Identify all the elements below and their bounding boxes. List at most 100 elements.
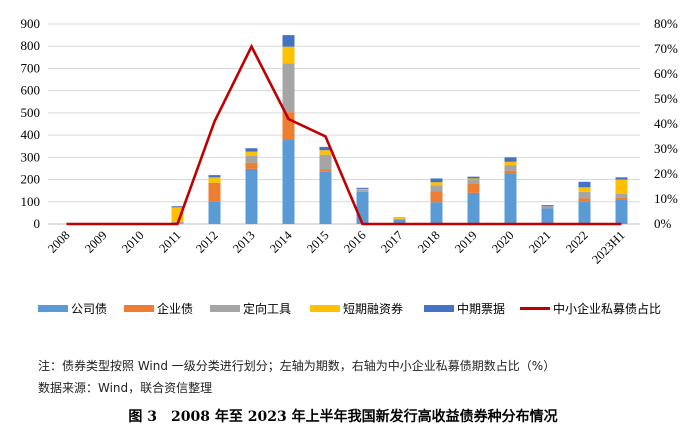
bar-segment <box>615 194 628 198</box>
right-tick-label: 20% <box>654 166 678 181</box>
left-tick-label: 800 <box>21 38 41 53</box>
line-series-path <box>66 43 622 226</box>
bar-segment <box>245 162 258 169</box>
bar-segment <box>467 178 480 180</box>
x-tick-label: 2018 <box>415 228 443 256</box>
bar-segment <box>393 220 406 224</box>
right-tick-label: 30% <box>654 141 678 156</box>
bar-segment <box>319 169 332 172</box>
bar-segment <box>578 198 591 202</box>
right-tick-label: 80% <box>654 16 678 31</box>
figure-caption: 图 3 2008 年至 2023 年上半年我国新发行高收益债券种分布情况 <box>0 406 700 426</box>
bar-segment <box>615 179 628 194</box>
bar-segment <box>467 176 480 179</box>
bar-segment <box>578 191 591 199</box>
gridlines <box>48 23 640 225</box>
legend-swatch <box>210 305 240 312</box>
bar-segment <box>393 218 406 220</box>
right-axis: 0% 10% 20% 30% 40% 50% 60% 70% 80% <box>654 16 678 231</box>
x-tick-label: 2009 <box>82 228 110 256</box>
bar-segment <box>430 202 443 224</box>
legend-swatch <box>424 305 454 312</box>
bond-issuance-chart: 0 100 200 300 400 500 600 700 800 900 0% 10% 20% 30%… <box>21 16 679 316</box>
bar-segment <box>319 154 332 170</box>
legend-label: 公司债 <box>71 302 107 316</box>
bar-segment <box>282 63 295 113</box>
bar-segment <box>171 206 184 208</box>
x-tick-label: 2023H1 <box>589 228 627 266</box>
right-tick-label: 40% <box>654 116 678 131</box>
bar-segment <box>467 192 480 224</box>
x-tick-label: 2017 <box>378 228 406 256</box>
legend-label: 中小企业私募债占比 <box>553 301 661 316</box>
bar-segment <box>282 46 295 64</box>
bar-segment <box>467 179 480 184</box>
line-series <box>66 43 622 226</box>
x-tick-label: 2008 <box>45 228 73 256</box>
bar-segment <box>430 185 443 192</box>
left-tick-label: 300 <box>21 149 41 164</box>
bar-segment <box>504 170 517 174</box>
x-tick-label: 2022 <box>563 228 591 256</box>
bar-segment <box>319 150 332 155</box>
bar-segment <box>245 156 258 163</box>
x-tick-label: 2020 <box>489 228 517 256</box>
x-tick-label: 2021 <box>526 228 554 256</box>
right-tick-label: 0% <box>654 216 672 231</box>
bar-segment <box>578 187 591 192</box>
legend-label: 定向工具 <box>243 301 291 316</box>
left-tick-label: 400 <box>21 127 41 142</box>
right-tick-label: 70% <box>654 41 678 56</box>
bar-segment <box>356 187 369 189</box>
legend-swatch <box>124 305 154 312</box>
legend-swatch <box>38 305 68 312</box>
bar-segment <box>393 217 406 219</box>
bar-segment <box>245 148 258 152</box>
bar-segment <box>467 184 480 193</box>
bar-segment <box>208 201 221 224</box>
bar-segment <box>245 151 258 156</box>
x-tick-label: 2015 <box>304 228 332 256</box>
bar-segment <box>430 191 443 203</box>
bar-segment <box>208 175 221 178</box>
x-tick-label: 2014 <box>267 228 295 256</box>
legend-label: 中期票据 <box>457 301 505 316</box>
left-tick-label: 500 <box>21 105 41 120</box>
left-tick-label: 200 <box>21 172 41 187</box>
x-tick-label: 2011 <box>156 228 183 255</box>
bar-series <box>171 35 628 224</box>
bar-segment <box>282 35 295 47</box>
bar-segment <box>208 182 221 202</box>
bar-segment <box>356 188 369 190</box>
x-tick-label: 2012 <box>193 228 221 256</box>
legend-swatch <box>310 305 340 312</box>
left-axis: 0 100 200 300 400 500 600 700 800 900 <box>21 16 41 231</box>
bar-segment <box>208 177 221 183</box>
x-axis: 2008 2009 2010 2011 2012 2013 2014 2015 2016 2017… <box>45 228 628 267</box>
bar-segment <box>504 174 517 224</box>
bar-segment <box>282 140 295 224</box>
bar-segment <box>319 171 332 224</box>
x-tick-label: 2013 <box>230 228 258 256</box>
bar-segment <box>430 178 443 183</box>
bar-segment <box>541 206 554 209</box>
bar-segment <box>504 161 517 166</box>
bar-segment <box>504 165 517 171</box>
x-tick-label: 2019 <box>452 228 480 256</box>
right-tick-label: 10% <box>654 191 678 206</box>
left-tick-label: 700 <box>21 60 41 75</box>
legend-label: 短期融资券 <box>343 301 403 316</box>
bar-segment <box>615 197 628 200</box>
bar-segment <box>578 201 591 224</box>
bar-segment <box>319 146 332 151</box>
bar-segment <box>430 182 443 186</box>
legend-label: 企业债 <box>157 301 193 316</box>
left-tick-label: 0 <box>34 216 41 231</box>
bar-segment <box>356 191 369 224</box>
right-tick-label: 50% <box>654 91 678 106</box>
x-tick-label: 2010 <box>119 228 147 256</box>
bar-segment <box>504 157 517 162</box>
figure-number: 图 3 <box>128 409 158 425</box>
left-tick-label: 600 <box>21 83 41 98</box>
left-tick-label: 900 <box>21 16 41 31</box>
